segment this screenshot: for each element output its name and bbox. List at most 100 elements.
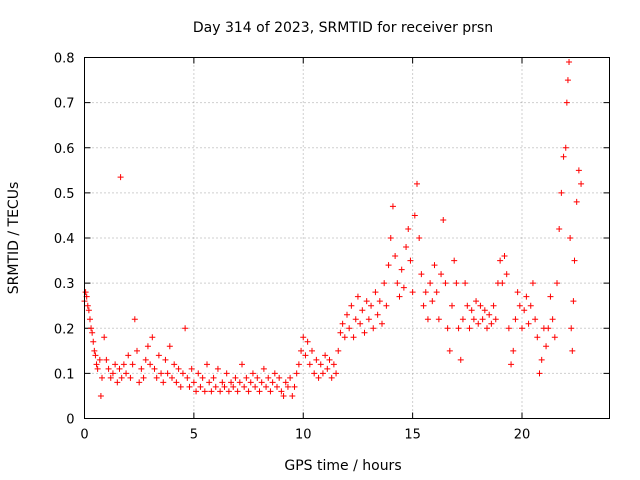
data-point-marker — [523, 293, 530, 300]
data-point-marker — [383, 302, 390, 309]
data-point-marker — [344, 311, 350, 318]
data-point-marker — [116, 365, 123, 372]
data-point-marker — [169, 374, 175, 381]
data-point-marker — [570, 298, 577, 305]
data-point-marker — [175, 365, 182, 372]
data-point-marker — [333, 370, 340, 377]
data-point-marker — [381, 280, 388, 287]
data-point-marker — [554, 280, 560, 287]
data-point-marker — [82, 289, 89, 296]
data-point-marker — [411, 212, 418, 219]
data-point-marker — [486, 311, 493, 318]
data-point-marker — [84, 302, 91, 309]
x-axis-label: GPS time / hours — [284, 458, 401, 474]
data-point-marker — [118, 374, 125, 381]
y-tick-label: 0 — [66, 413, 74, 428]
data-point-marker — [271, 370, 278, 377]
data-point-marker — [306, 361, 313, 368]
data-point-marker — [243, 374, 250, 381]
data-point-marker — [569, 347, 576, 354]
x-tick-label: 0 — [80, 428, 88, 443]
data-point-marker — [311, 370, 318, 377]
data-point-marker — [92, 352, 99, 359]
data-point-marker — [85, 307, 92, 314]
data-point-marker — [278, 388, 285, 395]
data-point-marker — [144, 343, 151, 350]
data-point-marker — [158, 370, 165, 377]
data-point-marker — [407, 257, 414, 264]
data-point-marker — [403, 244, 410, 251]
data-point-marker — [457, 356, 464, 363]
data-point-marker — [451, 257, 458, 264]
data-point-marker — [317, 361, 324, 368]
data-point-marker — [96, 356, 103, 363]
data-point-marker — [501, 253, 508, 260]
data-point-marker — [337, 329, 344, 336]
data-point-marker — [398, 266, 405, 273]
x-tick-label: 15 — [404, 428, 421, 443]
plot-area-border — [84, 57, 610, 419]
data-point-marker — [179, 370, 186, 377]
data-point-marker — [160, 379, 167, 386]
data-point-marker — [293, 370, 300, 377]
data-point-marker — [405, 225, 412, 232]
axis-ticks: 0 5 10 15 20 0 0.1 0.2 0.3 0.4 0.5 0.6 0.7 0.8 — [54, 52, 610, 443]
data-point-marker — [354, 293, 361, 300]
data-point-marker — [138, 365, 145, 372]
data-point-marker — [208, 388, 215, 395]
data-point-marker — [234, 388, 241, 395]
data-point-marker — [282, 379, 289, 386]
data-point-marker — [512, 316, 519, 323]
data-point-marker — [400, 284, 407, 291]
data-point-marker — [503, 271, 510, 278]
data-point-marker — [566, 59, 573, 66]
data-point-marker — [313, 356, 320, 363]
data-point-marker — [368, 302, 375, 309]
data-point-marker — [573, 198, 580, 205]
data-point-marker — [440, 216, 447, 223]
data-point-marker — [99, 374, 105, 381]
y-tick-label: 0.1 — [54, 367, 75, 382]
data-point-marker — [186, 383, 193, 390]
data-point-marker — [516, 302, 523, 309]
data-point-marker — [499, 280, 506, 287]
data-point-marker — [247, 379, 254, 386]
data-point-marker — [556, 225, 563, 232]
data-point-marker — [230, 383, 237, 390]
data-point-marker — [328, 374, 335, 381]
data-point-marker — [488, 320, 495, 327]
data-point-marker — [459, 316, 466, 323]
data-point-marker — [265, 374, 272, 381]
data-point-marker — [182, 325, 189, 332]
data-point-marker — [385, 262, 392, 269]
data-points — [81, 59, 585, 399]
data-point-marker — [339, 320, 346, 327]
data-point-marker — [392, 253, 399, 260]
data-point-marker — [348, 302, 355, 309]
data-point-marker — [123, 370, 130, 377]
data-point-marker — [217, 388, 224, 395]
data-point-marker — [420, 302, 427, 309]
data-point-marker — [197, 383, 204, 390]
data-point-marker — [568, 325, 575, 332]
data-point-marker — [94, 365, 101, 372]
data-point-marker — [521, 307, 528, 314]
data-point-marker — [249, 370, 256, 377]
data-point-marker — [171, 361, 178, 368]
data-point-marker — [396, 293, 403, 300]
data-point-marker — [551, 334, 558, 341]
data-point-marker — [376, 298, 383, 305]
data-point-marker — [151, 365, 158, 372]
data-point-marker — [389, 203, 396, 210]
data-point-marker — [514, 289, 521, 296]
data-point-marker — [547, 293, 554, 300]
data-point-marker — [510, 347, 517, 354]
data-point-marker — [258, 379, 265, 386]
data-point-marker — [490, 302, 497, 309]
data-point-marker — [241, 383, 248, 390]
data-point-marker — [166, 343, 173, 350]
data-point-marker — [418, 271, 425, 278]
data-point-marker — [492, 316, 499, 323]
data-point-marker — [173, 379, 180, 386]
data-point-marker — [508, 361, 515, 368]
